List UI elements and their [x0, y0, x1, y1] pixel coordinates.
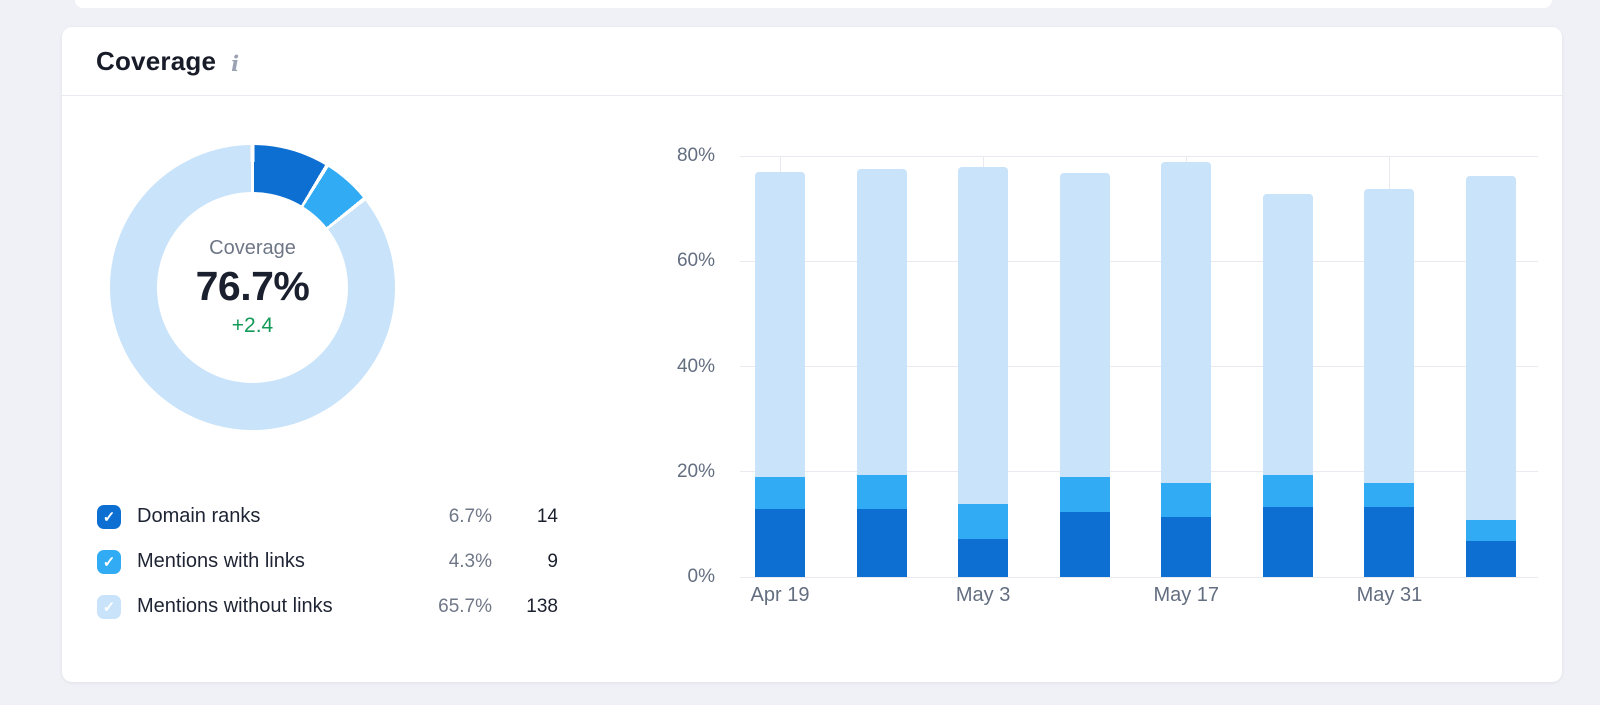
card-header: Coverage i	[62, 27, 1562, 96]
donut-center: Coverage 76.7% +2.4	[157, 192, 348, 383]
legend-item-count: 138	[526, 595, 558, 617]
bar-column[interactable]	[1262, 193, 1313, 577]
legend-item-mentions-without-links[interactable]: ✓ Mentions without links 65.7% 138	[97, 584, 558, 629]
bar-segment-mentions-with-links	[1262, 474, 1313, 508]
h-gridline	[740, 471, 1538, 473]
bar-segment-domain-ranks	[856, 509, 907, 577]
bar-segment-domain-ranks	[1161, 517, 1212, 577]
bar-column[interactable]	[1364, 188, 1415, 577]
bar-segment-domain-ranks	[1465, 541, 1516, 577]
bar-segment-mentions-without-links	[755, 171, 805, 478]
h-gridline	[740, 260, 1538, 262]
bar-segment-mentions-with-links	[1364, 482, 1415, 508]
x-axis-label: May 3	[955, 584, 1011, 606]
legend-item-percent: 6.7%	[448, 505, 492, 527]
coverage-donut-chart: Coverage 76.7% +2.4	[110, 145, 395, 430]
x-axis-label: May 17	[1153, 584, 1220, 606]
bar-column[interactable]	[755, 171, 805, 577]
h-gridline	[740, 576, 1538, 578]
h-gridline	[740, 366, 1538, 367]
bar-segment-domain-ranks	[755, 509, 805, 577]
legend: ✓ Domain ranks 6.7% 14 ✓ Mentions with l…	[97, 494, 558, 629]
legend-checkbox-domain-ranks[interactable]: ✓	[97, 504, 121, 529]
legend-item-label: Mentions with links	[137, 550, 305, 572]
donut-center-value: 76.7%	[195, 263, 310, 309]
card-title: Coverage	[96, 45, 217, 76]
bar-segment-domain-ranks	[1059, 511, 1110, 577]
legend-item-label: Mentions without links	[137, 595, 333, 617]
donut-center-label: Coverage	[209, 237, 296, 259]
bar-column[interactable]	[1059, 172, 1110, 577]
bar-segment-mentions-without-links	[1364, 188, 1415, 483]
bar-plot	[740, 155, 1538, 578]
donut-center-trend: +2.4	[231, 314, 274, 337]
bar-segment-mentions-without-links	[1262, 193, 1313, 475]
bar-column[interactable]	[1465, 176, 1516, 577]
legend-item-label: Domain ranks	[137, 505, 261, 527]
coverage-card: Coverage i Coverage 76.7% +2.4 ✓ Domain …	[62, 27, 1562, 682]
bar-segment-mentions-with-links	[1161, 482, 1212, 518]
checkmark-icon: ✓	[102, 598, 116, 616]
bar-segment-domain-ranks	[1364, 507, 1415, 577]
bar-segment-mentions-with-links	[1059, 477, 1110, 512]
bar-segment-mentions-with-links	[958, 503, 1009, 540]
checkmark-icon: ✓	[102, 508, 116, 526]
bar-segment-mentions-without-links	[1059, 172, 1110, 478]
legend-item-count: 14	[536, 505, 558, 527]
legend-checkbox-mentions-without-links[interactable]: ✓	[97, 594, 121, 619]
bar-segment-domain-ranks	[1262, 507, 1313, 577]
y-axis-label: 60%	[676, 250, 715, 272]
bar-segment-mentions-with-links	[1465, 520, 1516, 542]
bar-column[interactable]	[856, 168, 907, 577]
legend-checkbox-mentions-with-links[interactable]: ✓	[97, 549, 121, 574]
bar-segment-mentions-without-links	[958, 167, 1009, 504]
x-axis-label: Apr 19	[750, 584, 810, 606]
checkmark-icon: ✓	[102, 553, 116, 571]
adjacent-card-edge	[75, 0, 1552, 8]
bar-segment-mentions-without-links	[1161, 161, 1212, 483]
h-gridline	[740, 155, 1538, 157]
y-axis-label: 0%	[687, 566, 715, 587]
bar-segment-mentions-with-links	[755, 477, 805, 510]
legend-item-domain-ranks[interactable]: ✓ Domain ranks 6.7% 14	[97, 494, 558, 539]
bar-segment-domain-ranks	[958, 539, 1009, 577]
legend-item-mentions-with-links[interactable]: ✓ Mentions with links 4.3% 9	[97, 539, 558, 584]
bar-segment-mentions-without-links	[856, 168, 907, 475]
legend-item-percent: 4.3%	[448, 550, 492, 572]
x-axis-label: May 31	[1356, 584, 1423, 606]
legend-item-count: 9	[547, 550, 558, 572]
y-axis-label: 40%	[676, 355, 715, 377]
y-axis-label: 80%	[676, 145, 715, 166]
info-icon[interactable]: i	[231, 50, 240, 76]
bar-segment-mentions-with-links	[856, 474, 907, 510]
y-axis-label: 20%	[676, 460, 715, 482]
bar-column[interactable]	[1161, 161, 1212, 577]
legend-item-percent: 65.7%	[438, 595, 492, 617]
bar-segment-mentions-without-links	[1465, 176, 1516, 521]
bar-column[interactable]	[958, 167, 1009, 577]
